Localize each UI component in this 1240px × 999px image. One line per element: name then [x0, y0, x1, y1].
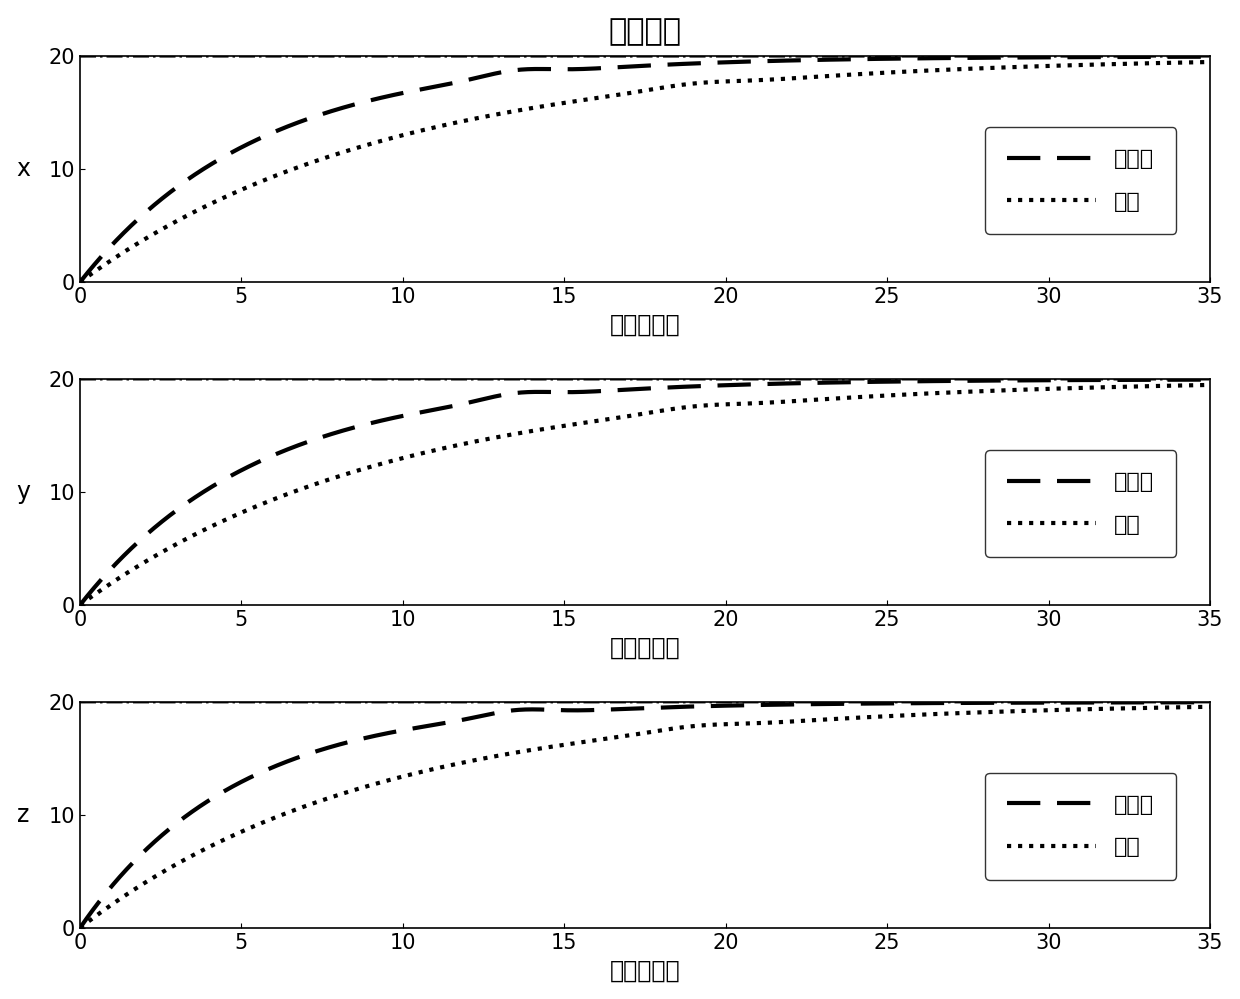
- 传统: [201, 521, 216, 533]
- 增强型: [556, 387, 570, 399]
- Y-axis label: z: z: [17, 803, 30, 827]
- Line: 传统: 传统: [81, 385, 1210, 605]
- Legend: 增强型, 传统: 增强型, 传统: [985, 773, 1177, 880]
- 增强型: [269, 125, 284, 137]
- 传统: [1203, 700, 1218, 712]
- 传统: [1180, 701, 1195, 713]
- Line: 增强型: 增强型: [81, 702, 1210, 928]
- 传统: [556, 739, 570, 751]
- 增强型: [1203, 374, 1218, 386]
- 传统: [269, 811, 284, 823]
- 传统: [1203, 56, 1218, 68]
- Line: 传统: 传统: [81, 62, 1210, 282]
- 增强型: [201, 483, 216, 495]
- Line: 增强型: 增强型: [81, 380, 1210, 605]
- 增强型: [506, 388, 521, 400]
- 传统: [556, 97, 570, 109]
- Legend: 增强型, 传统: 增强型, 传统: [985, 127, 1177, 234]
- 增强型: [269, 760, 284, 772]
- 传统: [269, 493, 284, 504]
- 传统: [201, 199, 216, 211]
- X-axis label: 时间（秒）: 时间（秒）: [610, 313, 681, 337]
- 传统: [1203, 379, 1218, 391]
- 增强型: [73, 276, 88, 288]
- 增强型: [1180, 51, 1195, 63]
- 增强型: [1180, 374, 1195, 386]
- 增强型: [1203, 696, 1218, 708]
- 增强型: [506, 704, 521, 716]
- 传统: [506, 747, 521, 759]
- 传统: [1180, 380, 1195, 392]
- Title: 位置跟踪: 位置跟踪: [609, 17, 682, 46]
- 增强型: [1059, 51, 1074, 63]
- 增强型: [73, 922, 88, 934]
- Legend: 增强型, 传统: 增强型, 传统: [985, 451, 1177, 556]
- 传统: [1059, 59, 1074, 71]
- 增强型: [201, 794, 216, 806]
- 增强型: [1180, 696, 1195, 708]
- 传统: [73, 599, 88, 611]
- 增强型: [506, 64, 521, 76]
- 传统: [1059, 383, 1074, 395]
- Line: 传统: 传统: [81, 706, 1210, 928]
- 传统: [1059, 703, 1074, 715]
- 传统: [506, 105, 521, 117]
- Y-axis label: y: y: [16, 481, 31, 504]
- 传统: [556, 421, 570, 433]
- X-axis label: 时间（秒）: 时间（秒）: [610, 635, 681, 659]
- 传统: [73, 276, 88, 288]
- X-axis label: 时间（秒）: 时间（秒）: [610, 958, 681, 982]
- 增强型: [556, 704, 570, 716]
- Line: 增强型: 增强型: [81, 57, 1210, 282]
- 增强型: [556, 63, 570, 75]
- 传统: [506, 429, 521, 441]
- 增强型: [1059, 374, 1074, 386]
- 增强型: [1203, 51, 1218, 63]
- Y-axis label: x: x: [16, 157, 31, 181]
- 传统: [269, 170, 284, 182]
- 传统: [201, 841, 216, 853]
- 传统: [1180, 56, 1195, 68]
- 增强型: [73, 599, 88, 611]
- 增强型: [269, 449, 284, 461]
- 传统: [73, 922, 88, 934]
- 增强型: [201, 160, 216, 172]
- 增强型: [1059, 696, 1074, 708]
